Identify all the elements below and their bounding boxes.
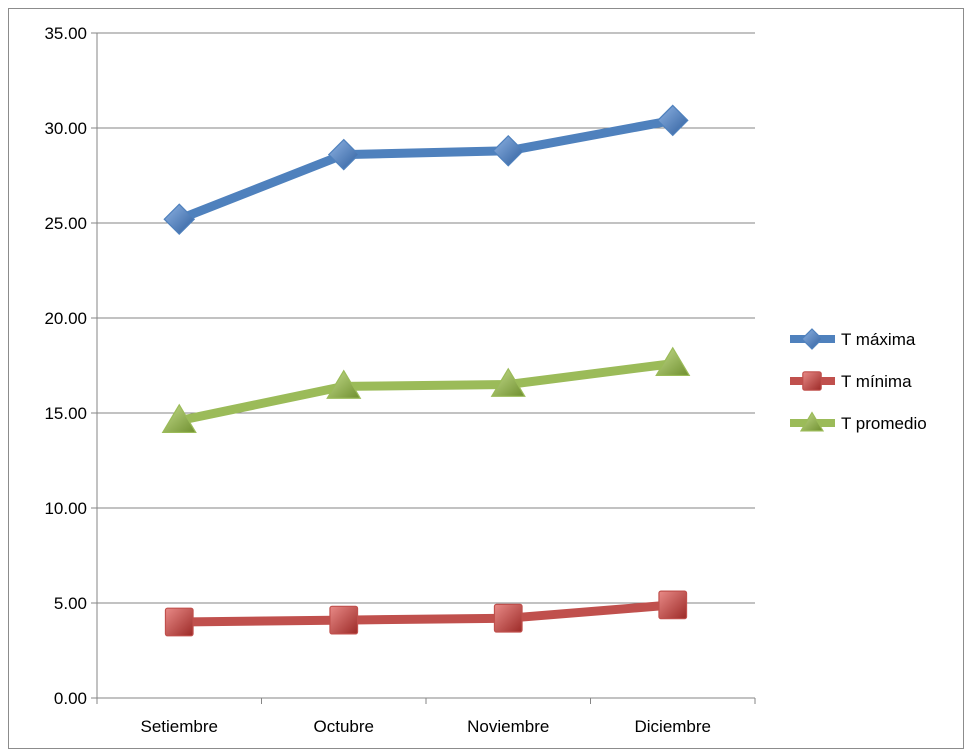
x-tick-label: Noviembre xyxy=(467,717,549,736)
series-line-2 xyxy=(174,600,678,627)
y-tick-label: 10.00 xyxy=(44,499,87,518)
series-line-1 xyxy=(174,115,678,224)
x-tick-label: Octubre xyxy=(314,717,374,736)
legend-label: T máxima xyxy=(841,330,916,349)
data-point-series-2 xyxy=(493,603,523,633)
data-point-series-1 xyxy=(163,203,196,236)
x-tick-label: Diciembre xyxy=(634,717,711,736)
data-point-series-2 xyxy=(164,607,194,637)
legend-item-1: T máxima xyxy=(790,328,916,350)
y-tick-label: 20.00 xyxy=(44,309,87,328)
legend-label: T mínima xyxy=(841,372,912,391)
data-point-series-2 xyxy=(329,605,359,635)
x-axis-ticks: Setiembre Octubre Noviembre Diciembre xyxy=(96,698,756,736)
series-lines xyxy=(174,115,678,627)
x-tick-label: Setiembre xyxy=(141,717,218,736)
y-tick-label: 0.00 xyxy=(54,689,87,708)
legend-label: T promedio xyxy=(841,414,927,433)
data-point-series-3 xyxy=(161,403,197,434)
legend-marker xyxy=(801,328,823,350)
data-point-series-3 xyxy=(326,369,362,399)
legend-item-3: T promedio xyxy=(790,411,927,433)
legend: T máxima T mínima T promedio xyxy=(790,328,927,433)
y-tick-label: 15.00 xyxy=(44,404,87,423)
y-axis-ticks: 0.00 5.00 10.00 15.00 20.00 25.00 30.00 35.00 xyxy=(44,24,97,708)
data-point-series-1 xyxy=(656,104,689,137)
data-point-series-3 xyxy=(490,367,526,397)
data-point-series-3 xyxy=(655,346,691,377)
series-line-3 xyxy=(174,359,678,426)
legend-marker xyxy=(799,411,825,432)
series-markers xyxy=(161,104,691,637)
y-tick-label: 30.00 xyxy=(44,119,87,138)
gridlines xyxy=(97,32,755,604)
data-point-series-1 xyxy=(492,134,525,167)
y-tick-label: 25.00 xyxy=(44,214,87,233)
y-tick-label: 5.00 xyxy=(54,594,87,613)
y-tick-label: 35.00 xyxy=(44,24,87,43)
legend-item-2: T mínima xyxy=(790,371,912,391)
legend-marker xyxy=(802,371,822,391)
data-point-series-1 xyxy=(327,138,360,171)
data-point-series-2 xyxy=(658,590,688,620)
